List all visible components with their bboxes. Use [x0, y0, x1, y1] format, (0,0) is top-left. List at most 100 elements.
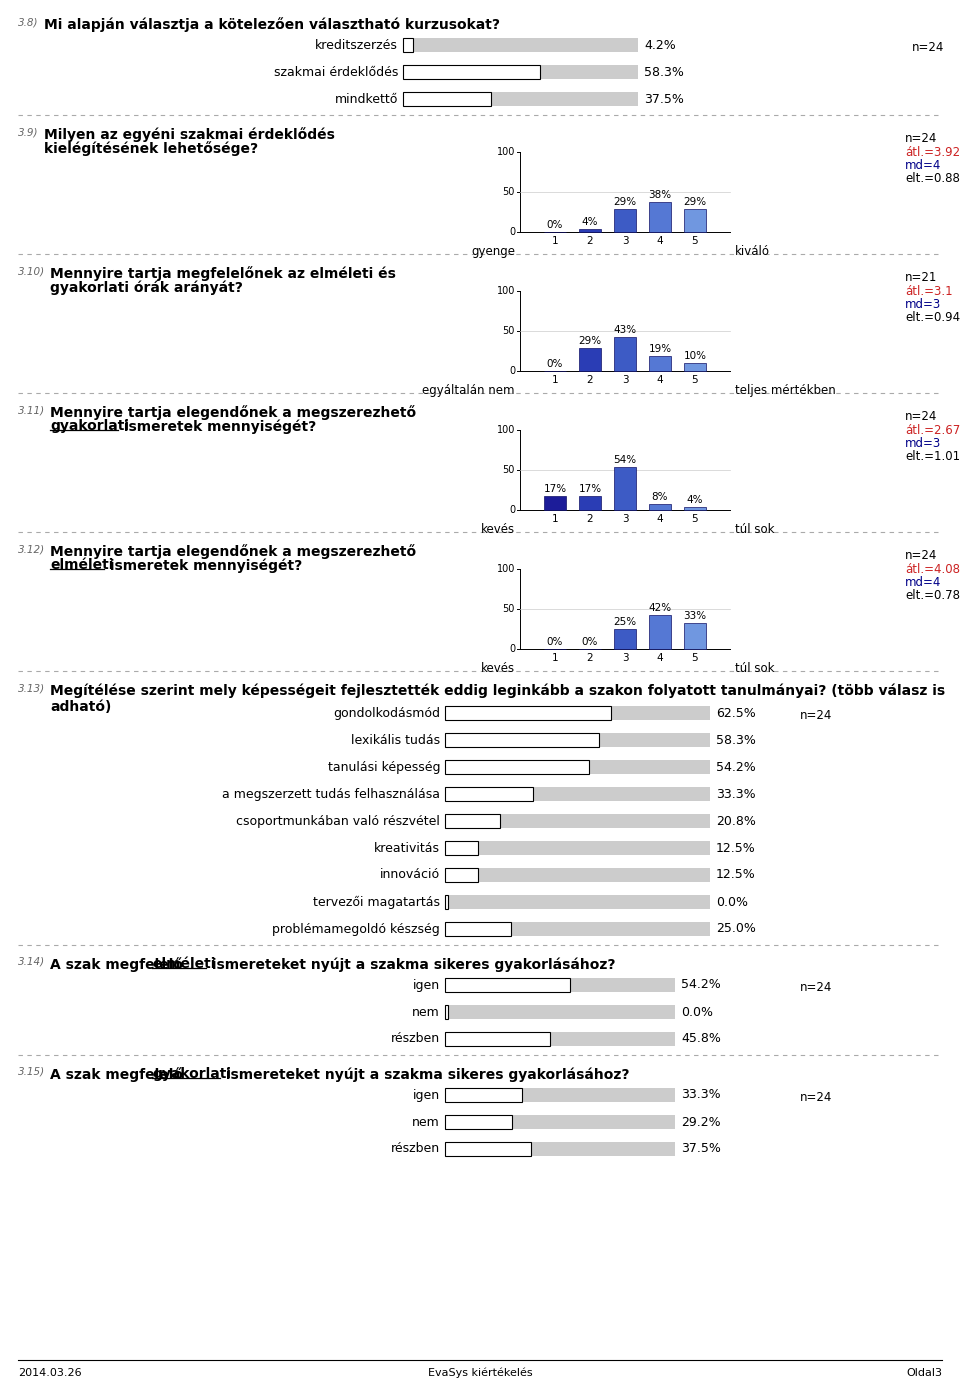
Text: 0%: 0%: [547, 359, 564, 369]
Bar: [445, 896, 448, 909]
Text: 3: 3: [622, 375, 628, 386]
Bar: [684, 623, 707, 650]
Text: 17%: 17%: [543, 485, 566, 495]
Bar: [445, 1088, 521, 1101]
Text: 54.2%: 54.2%: [716, 760, 756, 774]
Text: 43%: 43%: [613, 325, 636, 334]
Text: 3: 3: [622, 514, 628, 524]
Text: 50: 50: [503, 464, 515, 475]
Text: 33.3%: 33.3%: [681, 1089, 721, 1101]
Text: 5: 5: [692, 514, 698, 524]
Text: kreditszerzés: kreditszerzés: [315, 39, 398, 51]
Text: 100: 100: [496, 426, 515, 435]
Text: 25.0%: 25.0%: [716, 923, 756, 936]
Text: n=24: n=24: [912, 41, 945, 54]
Text: 33.3%: 33.3%: [716, 788, 756, 800]
Text: 17%: 17%: [579, 485, 602, 495]
Bar: [445, 786, 710, 802]
Text: 50: 50: [503, 187, 515, 198]
Bar: [445, 1032, 675, 1046]
Bar: [445, 868, 478, 882]
Text: 29%: 29%: [684, 196, 707, 207]
Text: A szak megfelelő: A szak megfelelő: [50, 1067, 188, 1082]
Text: ismereteket nyújt a szakma sikeres gyakorlásához?: ismereteket nyújt a szakma sikeres gyako…: [221, 1067, 630, 1082]
Text: 29%: 29%: [613, 196, 636, 207]
Bar: [445, 1005, 675, 1019]
Text: tanulási képesség: tanulási képesség: [327, 760, 440, 774]
Bar: [684, 363, 707, 370]
Text: kielégítésének lehetősége?: kielégítésének lehetősége?: [44, 141, 258, 156]
Text: 29%: 29%: [579, 336, 602, 346]
Bar: [445, 842, 710, 855]
Text: 38%: 38%: [648, 189, 672, 199]
Text: 54.2%: 54.2%: [681, 978, 721, 991]
Text: gyenge: gyenge: [471, 245, 515, 258]
Text: n=24: n=24: [905, 410, 937, 423]
Text: 5: 5: [692, 236, 698, 246]
Text: md=4: md=4: [905, 159, 942, 171]
Text: kiváló: kiváló: [735, 245, 770, 258]
Text: md=3: md=3: [905, 437, 941, 451]
Bar: [403, 65, 540, 79]
Text: elt.=0.88: elt.=0.88: [905, 171, 960, 185]
Text: 12.5%: 12.5%: [716, 868, 756, 882]
Text: 3.15): 3.15): [18, 1067, 45, 1077]
Bar: [445, 1032, 550, 1046]
Text: kevés: kevés: [481, 522, 515, 536]
Text: Mennyire tartja elegendőnek a megszerezhető: Mennyire tartja elegendőnek a megszerezh…: [50, 405, 416, 420]
Text: 3.14): 3.14): [18, 956, 45, 967]
Bar: [613, 209, 636, 232]
Text: 0%: 0%: [582, 637, 598, 647]
Text: átl.=2.67: átl.=2.67: [905, 424, 960, 437]
Text: n=24: n=24: [905, 549, 937, 562]
Text: 4: 4: [657, 654, 663, 663]
Text: 100: 100: [496, 564, 515, 574]
Text: átl.=3.92: átl.=3.92: [905, 146, 960, 159]
Text: gyakorlati: gyakorlati: [50, 419, 129, 433]
Bar: [445, 922, 710, 936]
Text: 45.8%: 45.8%: [681, 1032, 721, 1046]
Text: túl sok: túl sok: [735, 522, 775, 536]
Text: ismereteket nyújt a szakma sikeres gyakorlásához?: ismereteket nyújt a szakma sikeres gyako…: [207, 956, 616, 972]
Text: 4%: 4%: [582, 217, 598, 227]
Text: gyakorlati: gyakorlati: [152, 1067, 231, 1081]
Bar: [445, 1142, 675, 1155]
Text: 1: 1: [552, 654, 559, 663]
Text: 3: 3: [622, 654, 628, 663]
Text: szakmai érdeklődés: szakmai érdeklődés: [274, 65, 398, 79]
Bar: [445, 868, 710, 882]
Bar: [445, 760, 588, 774]
Text: 4: 4: [657, 514, 663, 524]
Text: 50: 50: [503, 326, 515, 336]
Bar: [649, 503, 671, 510]
Text: nem: nem: [412, 1006, 440, 1019]
Bar: [445, 786, 533, 802]
Text: 100: 100: [496, 286, 515, 296]
Text: elt.=0.94: elt.=0.94: [905, 311, 960, 323]
Text: igen: igen: [413, 978, 440, 991]
Text: 4.2%: 4.2%: [644, 39, 676, 51]
Text: 0: 0: [509, 504, 515, 515]
Text: átl.=3.1: átl.=3.1: [905, 285, 952, 299]
Text: igen: igen: [413, 1089, 440, 1101]
Text: gyakorlati órák arányát?: gyakorlati órák arányát?: [50, 281, 243, 294]
Text: lexikális tudás: lexikális tudás: [350, 734, 440, 746]
Text: n=21: n=21: [905, 271, 937, 283]
Text: kevés: kevés: [481, 662, 515, 674]
Text: 0.0%: 0.0%: [681, 1006, 713, 1019]
Text: innováció: innováció: [380, 868, 440, 882]
Text: 62.5%: 62.5%: [716, 706, 756, 720]
Bar: [543, 496, 566, 510]
Text: Oldal3: Oldal3: [906, 1368, 942, 1378]
Text: 42%: 42%: [648, 604, 672, 614]
Text: részben: részben: [391, 1032, 440, 1046]
Text: egyáltalán nem: egyáltalán nem: [422, 384, 515, 397]
Text: tervezői magatartás: tervezői magatartás: [313, 896, 440, 908]
Bar: [445, 706, 611, 720]
Text: A szak megfelelő: A szak megfelelő: [50, 956, 188, 972]
Bar: [613, 629, 636, 650]
Text: 4%: 4%: [686, 495, 704, 504]
Text: 2: 2: [587, 236, 593, 246]
Text: 0: 0: [509, 366, 515, 376]
Bar: [684, 209, 707, 232]
